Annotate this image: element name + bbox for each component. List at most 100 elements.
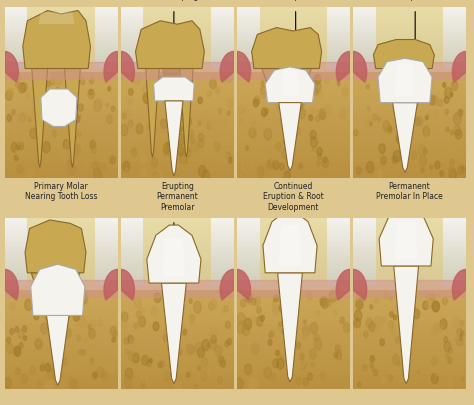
Circle shape — [211, 335, 216, 343]
Bar — [237, 20, 260, 23]
Bar — [5, 379, 118, 384]
Circle shape — [128, 121, 133, 128]
Bar — [237, 110, 350, 115]
Bar — [353, 147, 466, 152]
Bar — [327, 260, 350, 263]
Circle shape — [155, 86, 160, 94]
Bar — [327, 8, 350, 11]
Circle shape — [194, 384, 197, 389]
Bar — [5, 21, 118, 24]
Circle shape — [207, 91, 211, 98]
Bar — [121, 239, 144, 243]
Circle shape — [108, 115, 115, 125]
Bar — [5, 104, 118, 110]
Circle shape — [33, 129, 38, 136]
Circle shape — [53, 131, 56, 137]
Bar — [95, 17, 118, 20]
Bar — [211, 26, 234, 30]
Circle shape — [261, 86, 266, 95]
Bar — [211, 239, 234, 243]
Circle shape — [288, 85, 292, 91]
Circle shape — [432, 301, 439, 312]
Bar — [121, 94, 234, 99]
Circle shape — [43, 142, 50, 153]
Circle shape — [60, 149, 67, 160]
Circle shape — [289, 147, 292, 153]
Circle shape — [158, 77, 163, 83]
Bar — [353, 89, 466, 94]
Circle shape — [219, 357, 224, 364]
Bar — [95, 229, 118, 232]
Bar — [121, 266, 144, 270]
Bar — [237, 276, 350, 279]
Circle shape — [35, 339, 42, 350]
Bar — [353, 44, 466, 47]
Bar — [443, 45, 466, 48]
Circle shape — [283, 141, 286, 145]
Circle shape — [107, 116, 112, 124]
Bar — [237, 45, 260, 48]
Bar — [237, 126, 350, 131]
Circle shape — [18, 143, 24, 151]
Bar — [237, 260, 260, 263]
Bar — [5, 243, 27, 246]
Circle shape — [216, 88, 220, 94]
Bar — [353, 364, 466, 369]
Bar — [443, 11, 466, 14]
Circle shape — [433, 378, 437, 384]
Bar — [121, 244, 234, 247]
Circle shape — [162, 128, 166, 134]
Circle shape — [453, 317, 460, 328]
Circle shape — [254, 96, 260, 105]
Polygon shape — [279, 103, 301, 171]
Text: Permanent
Premolar Root
Developing: Permanent Premolar Root Developing — [150, 0, 204, 1]
Circle shape — [125, 111, 129, 117]
Wedge shape — [353, 270, 367, 301]
Bar — [121, 280, 234, 297]
Circle shape — [156, 171, 163, 181]
Bar — [5, 266, 27, 270]
Bar — [5, 73, 118, 78]
Bar — [353, 283, 466, 287]
Circle shape — [121, 319, 128, 328]
Bar — [353, 70, 466, 73]
Bar — [5, 14, 27, 17]
Circle shape — [441, 135, 445, 140]
Circle shape — [151, 158, 158, 168]
Circle shape — [340, 318, 344, 324]
Polygon shape — [278, 273, 302, 382]
Circle shape — [243, 134, 246, 139]
Bar — [121, 379, 234, 384]
Polygon shape — [281, 71, 299, 96]
Bar — [121, 44, 234, 47]
Bar — [353, 279, 466, 283]
Bar — [327, 57, 350, 60]
Circle shape — [69, 345, 73, 352]
Circle shape — [398, 103, 403, 110]
Circle shape — [226, 153, 231, 160]
Circle shape — [199, 166, 206, 177]
Circle shape — [370, 363, 374, 368]
Bar — [211, 280, 234, 283]
Circle shape — [53, 123, 56, 127]
Bar — [353, 384, 466, 389]
Text: Erupting
Permanent
Premolar: Erupting Permanent Premolar — [156, 181, 198, 212]
Circle shape — [242, 359, 245, 364]
Circle shape — [219, 109, 222, 114]
Bar — [353, 247, 466, 251]
Circle shape — [461, 377, 464, 382]
Bar — [121, 290, 234, 295]
Bar — [237, 374, 350, 379]
Circle shape — [397, 362, 401, 366]
Bar — [353, 325, 466, 330]
Circle shape — [168, 138, 172, 143]
Bar — [95, 36, 118, 39]
Bar — [5, 325, 118, 330]
Circle shape — [149, 359, 152, 363]
Bar — [5, 273, 27, 277]
Bar — [121, 162, 234, 168]
Polygon shape — [25, 220, 86, 273]
Bar — [353, 21, 466, 24]
Bar — [353, 51, 376, 54]
Circle shape — [113, 331, 118, 337]
